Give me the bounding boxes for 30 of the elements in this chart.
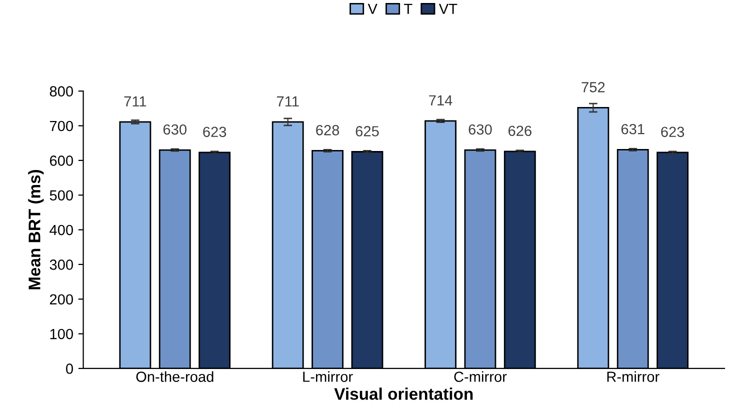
data-label: 628 [316,125,340,136]
data-label: 711 [276,96,299,106]
data-label: 630 [468,124,492,135]
data-label: 714 [429,95,452,106]
x-tick-label: C-mirror [454,371,507,382]
y-tick-label: 0 [66,364,73,374]
y-tick-label: 100 [50,328,73,340]
x-tick-label: R-mirror [607,371,660,382]
data-label: 623 [661,126,684,138]
data-label: 625 [356,126,379,136]
data-label: 631 [621,124,644,134]
y-tick-label: 700 [50,120,73,132]
data-label: 711 [124,96,146,106]
legend-label: T [404,4,412,14]
y-tick-label: 300 [50,260,73,270]
data-label: 630 [163,124,186,135]
legend-label: VT [438,4,458,14]
data-label: 626 [508,126,532,136]
y-tick-label: 500 [50,190,73,201]
data-label: 623 [203,126,226,138]
y-axis-title: Mean BRT (ms) [28,170,44,290]
y-tick-label: 800 [50,86,73,97]
y-tick-label: 400 [50,224,73,236]
x-tick-label: On-the-road [136,371,214,382]
x-tick-label: L-mirror [303,371,353,382]
legend-label: V [368,4,378,14]
y-tick-label: 600 [50,156,73,166]
x-axis-title: Visual orientation [334,388,473,400]
y-tick-label: 200 [50,294,73,305]
data-label: 752 [582,82,605,92]
